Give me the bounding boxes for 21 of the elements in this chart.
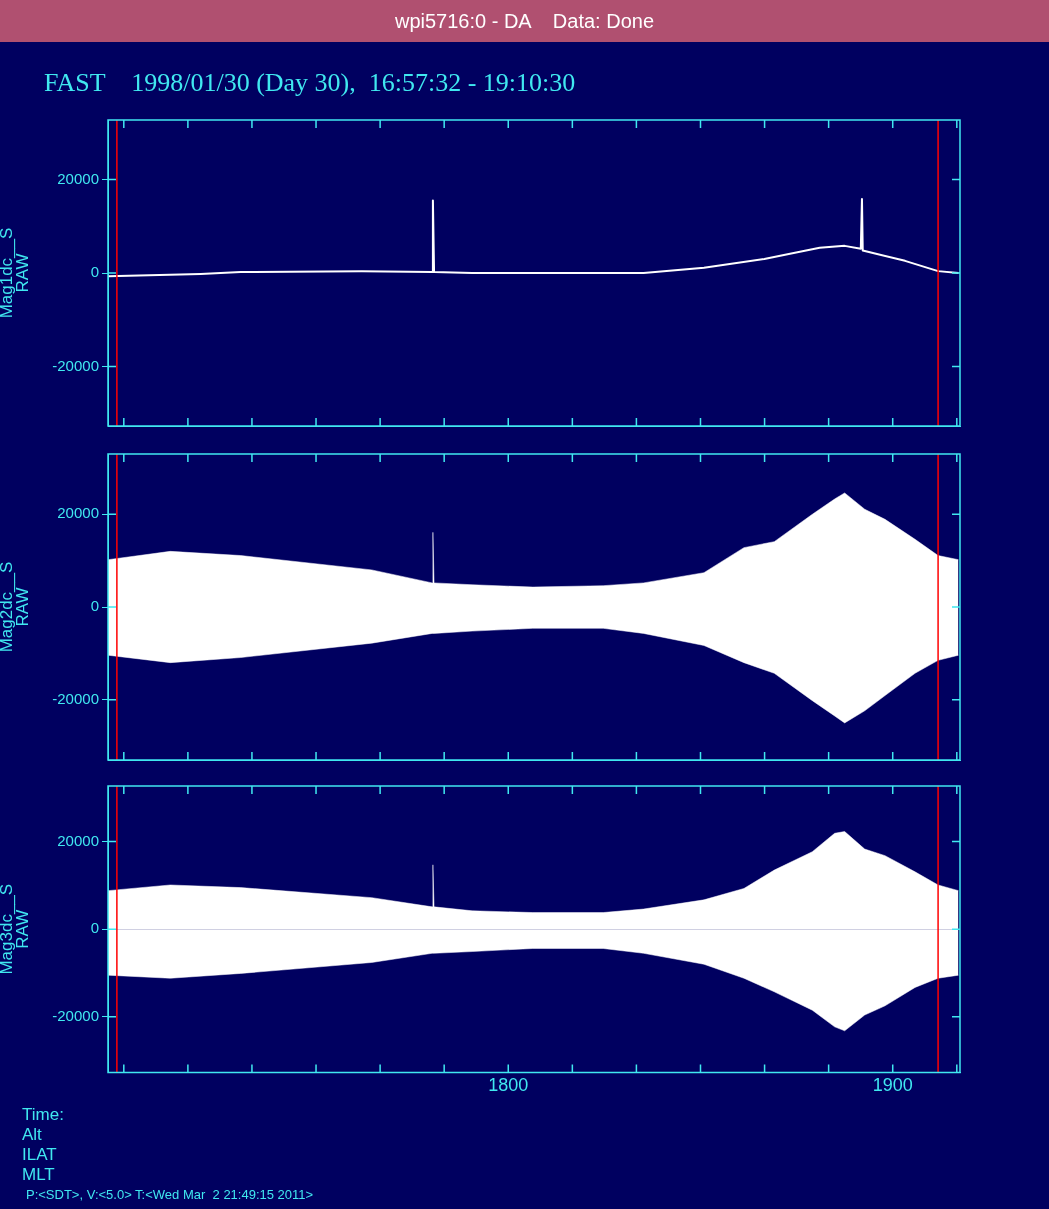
y-axis-title: Mag3dc__S RAW [0, 883, 32, 975]
y-axis-title: Mag1dc__S RAW [0, 227, 32, 319]
y-tick-label: 0 [90, 597, 99, 615]
text: ILAT [22, 1145, 58, 1165]
y-tick-label: 20000 [57, 831, 99, 849]
x-tick-label: 1900 [872, 1075, 913, 1096]
y-tick-label: -20000 [52, 689, 99, 707]
y-tick-label: 20000 [57, 169, 99, 187]
x-tick-label: 1800 [488, 1075, 529, 1096]
y-tick-label: 0 [90, 919, 99, 937]
text: wpi5716:0 - DA Data: Done [0, 0, 1049, 42]
text: Alt [22, 1125, 43, 1145]
text: MLT [22, 1165, 56, 1185]
y-tick-label: 20000 [57, 504, 99, 522]
text: P:<SDT>, V:<5.0> T:<Wed Mar 2 21:49:15 2011> [26, 1186, 314, 1204]
y-tick-label: -20000 [52, 356, 99, 374]
text: Time: [22, 1105, 65, 1125]
y-axis-title: Mag2dc__S RAW [0, 561, 32, 653]
y-tick-label: -20000 [52, 1006, 99, 1024]
chart-title: FAST 1998/01/30 (Day 30), 16:57:32 - 19:10:30 [44, 68, 576, 98]
y-tick-label: 0 [90, 263, 99, 281]
